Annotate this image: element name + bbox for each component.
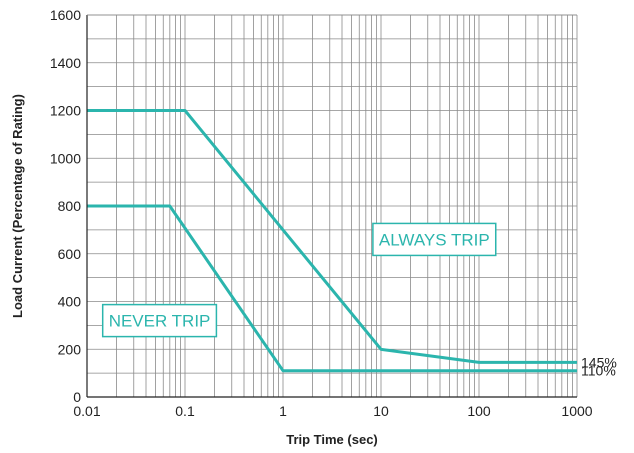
series-layer: 145%110% [87, 109, 617, 379]
series-line-1 [87, 109, 577, 364]
x-tick-label: 1000 [561, 403, 592, 419]
y-tick-label: 600 [58, 246, 82, 262]
y-tick-label: 1000 [50, 150, 81, 166]
y-tick-label: 400 [58, 294, 82, 310]
y-tick-label: 0 [73, 389, 81, 405]
axes: 0 200 400 600 800 1000 1200 1400 1600 0.01 0.1 1 10 1… [50, 7, 593, 419]
y-axis-title: Load Current (Percentage of Rating) [10, 94, 25, 318]
y-tick-label: 1400 [50, 55, 81, 71]
y-tick-label: 800 [58, 198, 82, 214]
annotation-box [101, 303, 218, 338]
series-line-2 [87, 204, 577, 373]
annotations: ALWAYS TRIP NEVER TRIP [101, 222, 497, 338]
x-tick-label: 10 [373, 403, 389, 419]
series-end-label: 145% [581, 354, 617, 370]
region-annotation: ALWAYS TRIP [372, 222, 497, 257]
x-tick-label: 0.1 [175, 403, 195, 419]
x-tick-label: 1 [279, 403, 287, 419]
annotation-label: NEVER TRIP [109, 312, 211, 331]
x-tick-label: 100 [467, 403, 491, 419]
y-tick-label: 200 [58, 341, 82, 357]
annotation-label: ALWAYS TRIP [379, 230, 490, 249]
x-axis-title: Trip Time (sec) [286, 432, 378, 447]
x-tick-label: 0.01 [73, 403, 100, 419]
y-tick-label: 1200 [50, 103, 81, 119]
y-tick-label: 1600 [50, 7, 81, 23]
series-end-label: 110% [581, 363, 616, 379]
region-annotation: NEVER TRIP [101, 303, 218, 338]
annotation-box [372, 222, 497, 257]
